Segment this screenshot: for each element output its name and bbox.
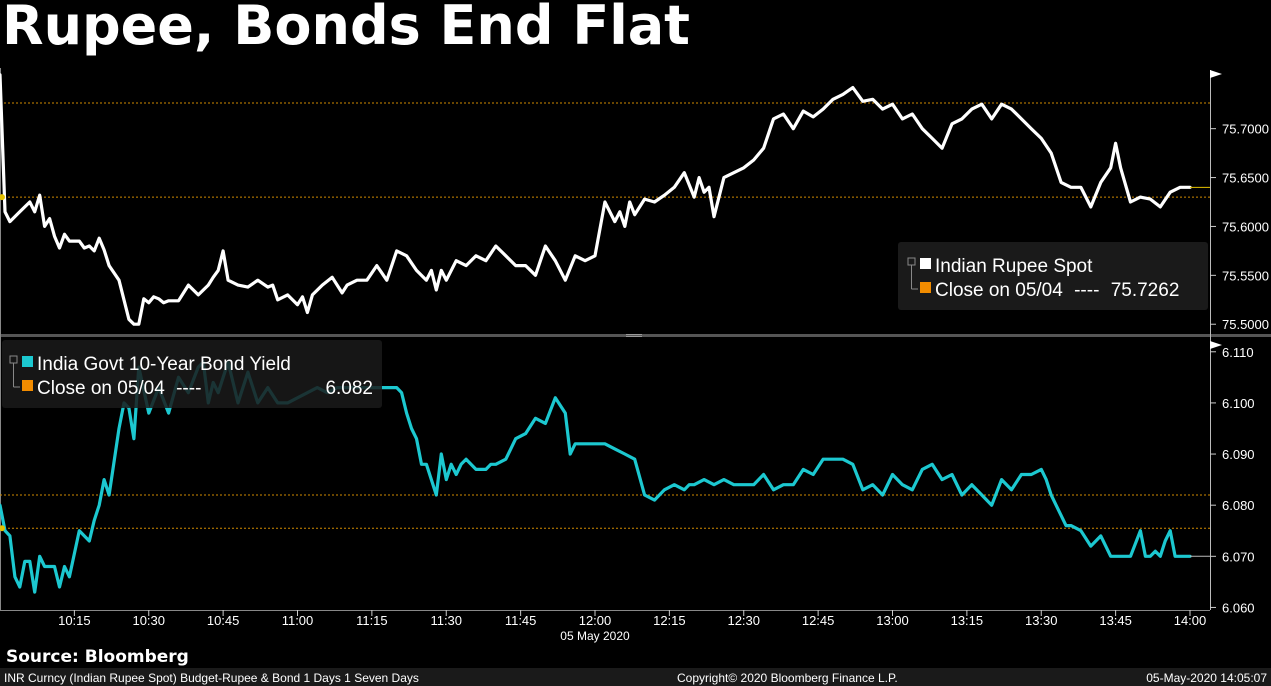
bond-close-value: 6.082: [325, 378, 373, 399]
page-title: Rupee, Bonds End Flat: [2, 0, 690, 57]
x-tick-label: 14:00: [1174, 613, 1207, 628]
bond-y-tick-label: 6.070: [1222, 549, 1255, 564]
x-axis-date-label: 05 May 2020: [560, 629, 630, 643]
x-tick-label: 11:30: [430, 613, 462, 628]
x-tick-label: 12:00: [579, 613, 612, 628]
rupee-close-swatch: [920, 282, 931, 293]
x-tick-label: 10:45: [207, 613, 240, 628]
footer-timestamp: 05-May-2020 14:05:07: [1146, 671, 1267, 685]
source-label: Source: Bloomberg: [6, 647, 189, 667]
rupee-y-tick-label: 75.6000: [1222, 219, 1269, 234]
x-tick-label: 12:30: [727, 613, 760, 628]
bond-close-label: Close on 05/04 ----: [37, 378, 201, 399]
x-tick-label: 10:15: [58, 613, 91, 628]
rupee-legend-label: Indian Rupee Spot: [935, 256, 1093, 277]
x-tick-label: 11:45: [505, 613, 537, 628]
rupee-legend[interactable]: Indian Rupee Spot Close on 05/04 ---- 75…: [898, 242, 1208, 310]
bond-close-swatch: [22, 380, 33, 391]
rupee-y-tick-label: 75.7000: [1222, 122, 1269, 137]
footer-bar: INR Curncy (Indian Rupee Spot) Budget-Ru…: [0, 668, 1271, 686]
bond-legend-label: India Govt 10-Year Bond Yield: [37, 354, 291, 375]
rupee-close-label: Close on 05/04 ---- 75.7262: [935, 280, 1179, 301]
x-tick-label: 13:30: [1025, 613, 1058, 628]
rupee-start-marker: [0, 194, 5, 201]
x-tick-label: 10:30: [132, 613, 165, 628]
footer-ticker-description: INR Curncy (Indian Rupee Spot) Budget-Ru…: [4, 671, 419, 685]
x-tick-label: 12:15: [653, 613, 686, 628]
bond-y-tick-label: 6.090: [1222, 447, 1255, 462]
rupee-legend-swatch: [920, 258, 931, 269]
bond-y-tick-label: 6.110: [1222, 345, 1254, 360]
x-tick-label: 13:45: [1099, 613, 1132, 628]
rupee-y-tick-label: 75.5500: [1222, 268, 1269, 283]
bond-start-marker: [0, 525, 5, 532]
rupee-y-tick-label: 75.6500: [1222, 171, 1269, 186]
rupee-y-tick-label: 75.5000: [1222, 317, 1269, 332]
x-tick-label: 11:15: [356, 613, 388, 628]
bond-y-tick-label: 6.080: [1222, 498, 1255, 513]
bond-legend[interactable]: India Govt 10-Year Bond Yield Close on 0…: [2, 340, 382, 408]
x-tick-label: 13:00: [876, 613, 909, 628]
x-tick-label: 12:45: [802, 613, 835, 628]
x-tick-label: 11:00: [282, 613, 314, 628]
footer-copyright: Copyright© 2020 Bloomberg Finance L.P.: [677, 671, 898, 685]
x-tick-label: 13:15: [951, 613, 984, 628]
bond-y-tick-label: 6.060: [1222, 600, 1255, 615]
rupee-series-line: [0, 73, 1192, 326]
bond-legend-swatch: [22, 356, 33, 367]
bond-y-tick-label: 6.100: [1222, 396, 1255, 411]
